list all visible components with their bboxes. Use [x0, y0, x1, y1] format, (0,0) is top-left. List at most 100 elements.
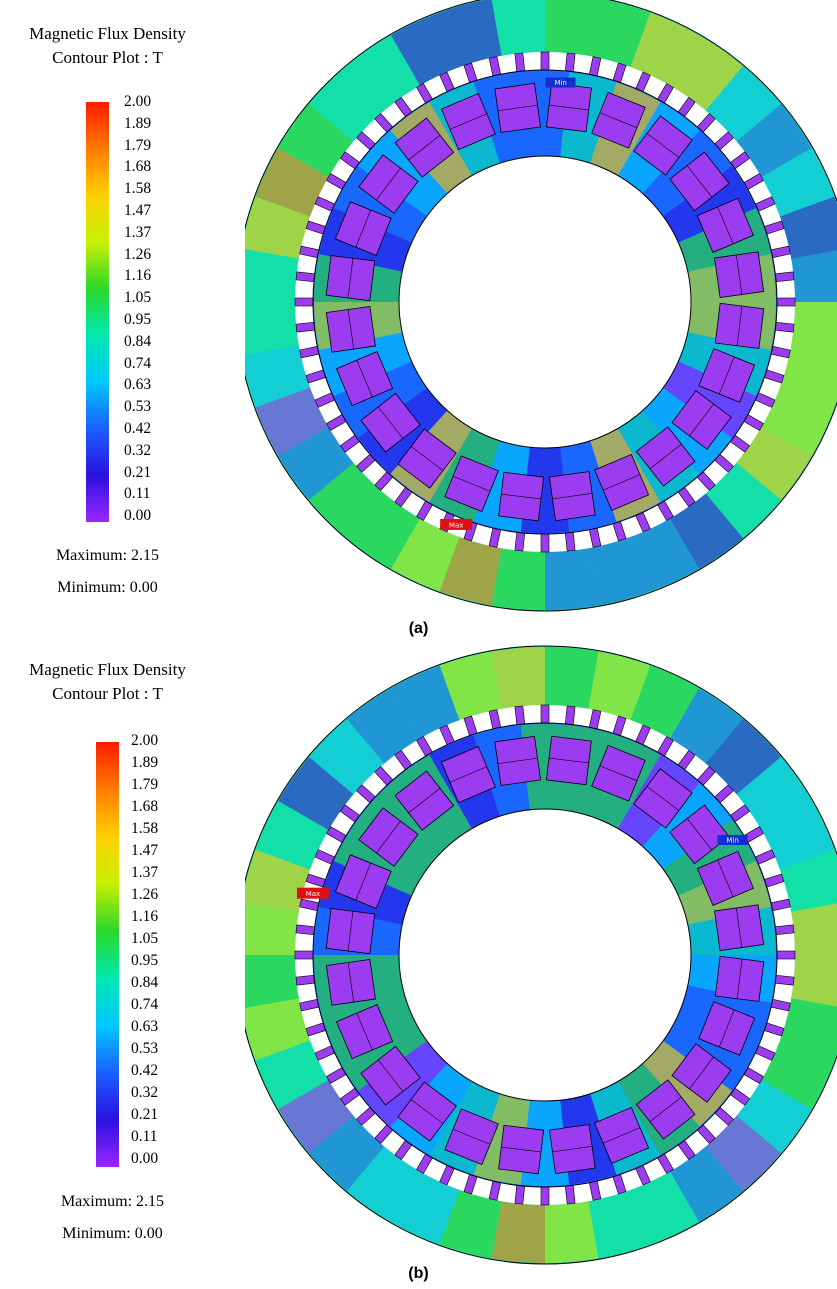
yoke-field-patch	[761, 148, 835, 217]
colorbar-tick-label: 0.11	[124, 485, 151, 503]
yoke-field-patch	[255, 148, 329, 217]
magnet-block	[444, 455, 499, 513]
yoke-field-patch	[670, 493, 743, 569]
colorbar-tick-label: 0.63	[131, 1018, 159, 1035]
colorbar-tick-label: 1.58	[131, 820, 159, 837]
legend-title-line2: Contour Plot : T	[52, 48, 163, 67]
magnet-block	[669, 151, 730, 212]
magnet-block	[325, 908, 376, 955]
yoke-field-patch	[347, 1146, 420, 1222]
yoke-field-patch	[705, 1115, 781, 1191]
yoke-field-patch	[255, 1040, 329, 1109]
yoke-field-patch	[588, 536, 651, 606]
colorbar-tick-label: 0.00	[131, 1150, 159, 1167]
colorbar-tick-label: 1.37	[131, 864, 159, 881]
flux-density-plot: Max Min	[245, 0, 837, 612]
magnet-block	[358, 807, 419, 867]
yoke-field-patch	[705, 719, 781, 795]
colorbar-tick-label: 0.74	[124, 354, 152, 372]
yoke-field-patch	[347, 688, 420, 764]
yoke-field-patch	[309, 719, 385, 795]
magnet-block	[394, 117, 455, 178]
yoke-field-patch	[245, 955, 299, 1008]
min-marker	[717, 835, 748, 846]
colorbar-tick-label: 0.74	[131, 996, 159, 1013]
colorbar-tick-label: 1.79	[124, 136, 152, 154]
yoke-field-patch	[278, 757, 354, 830]
magnet-block	[335, 351, 394, 407]
maximum-label: Maximum: 2.15	[60, 1193, 165, 1210]
magnet-block	[698, 348, 756, 403]
minimum-label: Minimum: 0.00	[57, 579, 158, 596]
colorbar-tick-label: 0.95	[131, 952, 159, 969]
legend-title: Magnetic Flux Density Contour Plot : T	[0, 658, 215, 706]
yoke-field-patch	[309, 66, 385, 142]
magnet-block	[358, 154, 419, 214]
yoke-field-patch	[705, 462, 781, 538]
yoke-field-patch	[588, 1189, 651, 1259]
magnet-block	[669, 804, 730, 865]
yoke-field-patch	[391, 665, 460, 739]
yoke-field-patch	[736, 104, 812, 177]
magnet-block	[633, 115, 693, 176]
magnet-block	[671, 390, 732, 450]
magnet-block	[360, 392, 421, 453]
magnet-block	[440, 92, 496, 151]
colorbar-tick-label: 1.16	[124, 267, 152, 285]
yoke-field-patch	[278, 427, 354, 500]
colorbar-tick-label: 0.11	[131, 1128, 158, 1145]
yoke-field-patch	[245, 345, 311, 408]
colorbar-tick-label: 1.89	[124, 114, 152, 132]
figure-caption: (a)	[408, 620, 429, 637]
yoke-field-patch	[779, 196, 837, 259]
yoke-field-patch	[245, 998, 311, 1061]
max-marker	[296, 887, 329, 899]
colorbar-tick-label: 1.05	[124, 289, 152, 307]
colorbar-tick-label: 1.68	[124, 158, 152, 176]
min-marker-label: Min	[554, 79, 566, 87]
colorbar-tick-label: 1.58	[124, 180, 152, 198]
yoke-field-patch	[309, 1115, 385, 1191]
legend-title-line2: Contour Plot : T	[52, 684, 163, 703]
magnet-block	[671, 1043, 732, 1103]
colorbar-tick-label: 0.53	[131, 1040, 159, 1057]
magnet-block	[594, 453, 650, 512]
yoke-field-patch	[347, 493, 420, 569]
magnet-block	[714, 302, 765, 349]
colorbar-tick-label: 1.37	[124, 223, 152, 241]
yoke-field-patch	[491, 1201, 545, 1263]
magnet-block	[698, 1001, 756, 1056]
rotor-field-patch	[333, 361, 427, 438]
inner-bore	[398, 808, 692, 1102]
rotor-magnets	[325, 735, 765, 1175]
magnet-block	[498, 471, 545, 522]
rotor-field-patch	[663, 166, 757, 243]
max-marker-label: Max	[306, 890, 320, 898]
colorbar-tick-label: 2.00	[124, 93, 152, 110]
yoke-field-patch	[670, 688, 743, 764]
yoke-field-patch	[779, 849, 837, 912]
colorbar	[86, 102, 109, 522]
yoke-field-patch	[245, 302, 299, 355]
magnet-block	[591, 91, 646, 149]
max-marker-label: Max	[449, 521, 463, 529]
yoke-field-patch	[670, 1146, 743, 1222]
min-marker-label: Min	[726, 837, 738, 845]
legend-title: Magnetic Flux Density Contour Plot : T	[0, 22, 215, 70]
magnet-block	[591, 744, 646, 802]
yoke-field-patch	[255, 387, 329, 456]
yoke-field-patch	[278, 104, 354, 177]
yoke-field-patch	[791, 955, 837, 1007]
colorbar-tick-label: 2.00	[131, 732, 159, 749]
rotor-magnets	[325, 82, 765, 522]
colorbar-tick-label: 0.84	[131, 974, 159, 991]
colorbar-tick-label: 0.63	[124, 376, 152, 394]
yoke-field-patch	[545, 647, 599, 709]
magnet-block	[397, 428, 457, 489]
colorbar-tick-label: 0.53	[124, 398, 152, 416]
magnet-block	[548, 1124, 596, 1175]
colorbar-tick-label: 1.47	[124, 202, 152, 219]
yoke-field-patches	[245, 0, 837, 610]
flux-density-plot: Max Min	[245, 645, 837, 1265]
panel-b: Magnetic Flux Density Contour Plot : T 2…	[0, 645, 837, 1289]
